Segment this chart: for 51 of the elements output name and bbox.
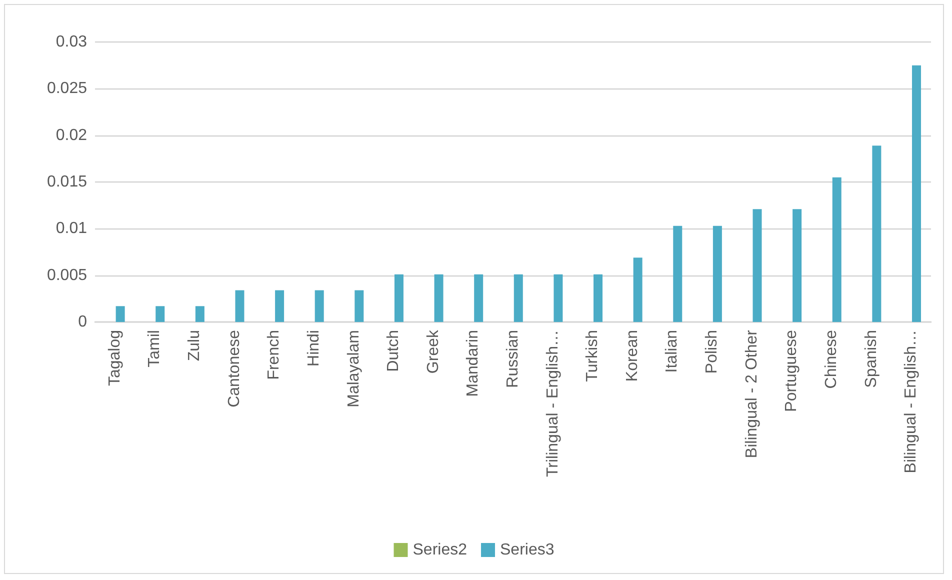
x-tick-label: Tagalog [106, 330, 124, 386]
x-tick-label: Bilingual - English… [902, 330, 920, 474]
legend-label: Series2 [412, 542, 468, 558]
y-tick-label: 0.015 [46, 174, 88, 190]
y-tick-label: 0.03 [56, 34, 88, 50]
x-tick-label: Greek [424, 329, 442, 374]
y-tick-label: 0.005 [46, 266, 88, 284]
x-tick-label: Portuguese [783, 330, 800, 412]
bar [912, 65, 921, 322]
bar [394, 274, 404, 322]
bar [792, 209, 802, 322]
x-tick-label: Mandarin [464, 330, 482, 397]
x-tick-label: Polish [704, 330, 721, 374]
bar [594, 274, 603, 322]
x-tick-label: Tamil [146, 330, 164, 368]
y-tick-label: 0.02 [56, 126, 88, 144]
bar [554, 274, 563, 322]
x-tick-label: Spanish [862, 330, 880, 388]
x-tick-label: French [266, 330, 283, 380]
bar [673, 226, 682, 322]
bar [712, 226, 722, 322]
x-tick-label: Dutch [385, 330, 402, 372]
y-tick-label: 0 [78, 314, 88, 330]
x-tick-label: Korean [624, 330, 641, 382]
bar [195, 306, 204, 322]
x-tick-label: Trilingual - English… [544, 330, 562, 478]
bar [752, 209, 762, 322]
bar [474, 274, 484, 322]
legend-label: Series3 [500, 542, 554, 558]
x-tick-label: Hindi [305, 330, 322, 366]
x-tick-label: Chinese [822, 330, 840, 389]
bar [434, 274, 444, 322]
x-tick-label: Bilingual - 2 Other [743, 329, 760, 458]
y-tick-label: 0.025 [46, 80, 88, 98]
bar [314, 290, 324, 322]
x-tick-label: Malayalam [345, 330, 362, 408]
x-tick-label: Cantonese [226, 330, 243, 408]
bar [872, 146, 882, 322]
bar [514, 274, 523, 322]
y-tick-label: 0.01 [56, 220, 88, 238]
x-tick-label: Russian [504, 330, 522, 388]
x-tick-label: Turkish [584, 330, 602, 382]
bar [832, 177, 842, 322]
bar [116, 306, 125, 322]
bar [235, 290, 244, 322]
x-tick-label: Italian [664, 330, 681, 373]
bar [156, 306, 165, 322]
bar [275, 290, 284, 322]
bar [633, 258, 642, 322]
bar [354, 290, 364, 322]
x-tick-label: Zulu [186, 330, 204, 362]
